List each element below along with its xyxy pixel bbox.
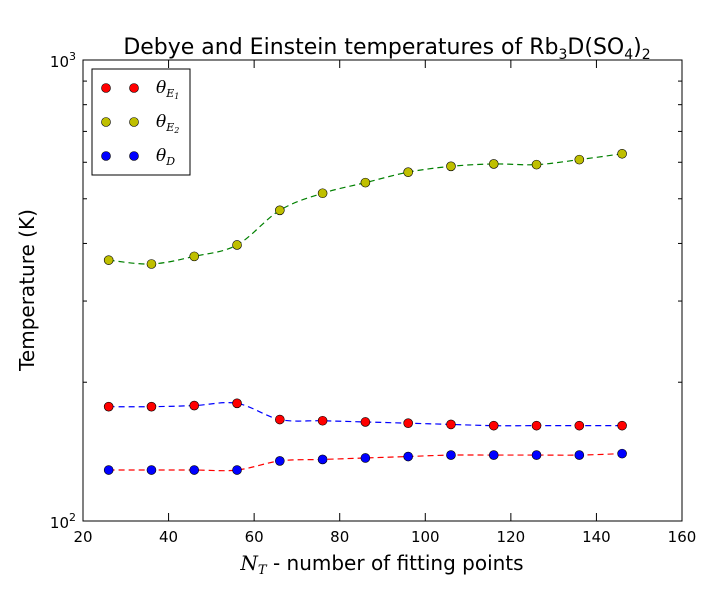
legend-marker xyxy=(129,117,139,127)
data-point-s1-2 xyxy=(146,401,157,412)
data-point-s2-13 xyxy=(617,148,627,159)
data-point-s3-1 xyxy=(103,465,114,475)
x-tick-label: 140 xyxy=(582,528,611,546)
data-point-s3-12 xyxy=(574,450,585,460)
data-point-s2-2 xyxy=(146,259,157,269)
data-point-s1-4 xyxy=(232,398,242,409)
chart-title: Debye and Einstein temperatures of Rb3D(… xyxy=(123,35,650,63)
data-point-s3-11 xyxy=(531,450,542,460)
data-point-s2-7 xyxy=(360,177,371,188)
data-point-s1-5 xyxy=(275,414,285,425)
data-point-s3-7 xyxy=(360,453,371,463)
data-point-s3-10 xyxy=(488,450,499,460)
axis-ticks: 20 40 60 80 100 120 140 160 102 103 xyxy=(50,50,696,546)
data-point-s2-11 xyxy=(531,159,542,170)
data-point-s1-1 xyxy=(103,401,114,412)
data-point-s1-13 xyxy=(617,420,627,431)
data-point-s1-11 xyxy=(531,420,542,431)
legend-label: θE2 xyxy=(156,112,179,135)
x-tick-label: 80 xyxy=(330,528,349,546)
data-point-s1-10 xyxy=(488,420,499,431)
data-point-s3-9 xyxy=(446,450,456,460)
x-tick-label: 100 xyxy=(411,528,440,546)
data-point-s2-8 xyxy=(403,167,413,177)
legend-marker xyxy=(129,83,139,93)
data-point-s1-6 xyxy=(317,415,328,426)
data-point-s1-3 xyxy=(189,400,200,411)
data-point-s2-12 xyxy=(574,154,585,165)
x-tick-label: 160 xyxy=(668,528,697,546)
data-point-s2-4 xyxy=(232,240,242,250)
data-point-s2-5 xyxy=(275,205,285,216)
legend-marker xyxy=(101,83,111,93)
legend-marker xyxy=(101,151,111,161)
y-tick-label: 103 xyxy=(50,50,76,71)
x-tick-label: 120 xyxy=(497,528,526,546)
legend-marker xyxy=(101,117,111,127)
data-point-s2-10 xyxy=(488,159,499,169)
legend: θE1 θE2 θD xyxy=(91,68,191,176)
data-point-s1-9 xyxy=(446,419,456,430)
x-tick-label: 40 xyxy=(159,528,178,546)
data-point-s2-9 xyxy=(446,161,456,172)
legend-label: θE1 xyxy=(156,78,179,101)
y-tick-label: 102 xyxy=(50,511,76,532)
plot-frame xyxy=(82,59,683,522)
legend-marker xyxy=(129,151,139,161)
data-point-s2-3 xyxy=(189,251,200,262)
data-point-s2-1 xyxy=(103,255,114,265)
data-point-s1-12 xyxy=(574,420,585,431)
data-point-s1-8 xyxy=(403,418,413,428)
y-axis-label: Temperature (K) xyxy=(15,209,39,372)
plot-area xyxy=(103,148,627,475)
x-tick-label: 60 xyxy=(245,528,264,546)
data-point-s3-2 xyxy=(146,465,157,475)
data-point-s3-4 xyxy=(232,465,242,475)
data-point-s3-3 xyxy=(189,465,200,475)
data-point-s1-7 xyxy=(360,417,371,427)
data-point-s3-13 xyxy=(617,448,627,459)
legend-entries: θE1 θE2 θD xyxy=(101,78,179,168)
data-point-s3-6 xyxy=(317,454,328,465)
x-axis-label: NT - number of fitting points xyxy=(239,551,523,578)
data-point-s2-6 xyxy=(317,188,328,199)
data-point-s3-8 xyxy=(403,451,413,462)
x-tick-label: 20 xyxy=(73,528,92,546)
legend-label: θD xyxy=(156,146,175,168)
data-point-s3-5 xyxy=(275,456,285,466)
